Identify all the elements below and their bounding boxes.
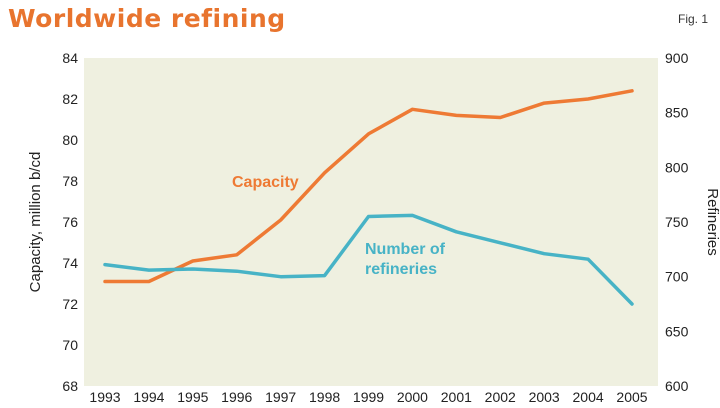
left-tick-label: 80 <box>62 132 78 148</box>
x-tick-label: 2000 <box>397 389 428 405</box>
right-tick-label: 850 <box>665 105 689 121</box>
x-tick-label: 2002 <box>485 389 516 405</box>
left-tick-label: 74 <box>62 255 78 271</box>
refineries-label-line1: Number of <box>365 241 446 258</box>
left-axis-ticks: 68 70 72 74 76 78 80 82 84 <box>62 50 78 394</box>
left-tick-label: 84 <box>62 50 78 66</box>
right-tick-label: 650 <box>665 323 689 339</box>
x-tick-label: 1994 <box>133 389 164 405</box>
right-tick-label: 750 <box>665 214 689 230</box>
left-tick-label: 68 <box>62 378 78 394</box>
capacity-series-label: Capacity <box>232 174 299 191</box>
capacity-line <box>103 89 634 284</box>
left-tick-label: 76 <box>62 214 78 230</box>
refineries-line <box>103 213 634 306</box>
left-axis-label: Capacity, million b/cd <box>27 152 44 293</box>
left-tick-label: 70 <box>62 337 78 353</box>
series-lines <box>103 89 634 306</box>
x-tick-label: 2001 <box>441 389 472 405</box>
x-tick-label: 2003 <box>529 389 560 405</box>
left-tick-label: 82 <box>62 91 78 107</box>
x-axis-ticks: 1993 1994 1995 1996 1997 1998 1999 2000 2001 2002… <box>89 389 647 405</box>
left-tick-label: 72 <box>62 296 78 312</box>
x-tick-label: 1999 <box>353 389 384 405</box>
x-tick-label: 2004 <box>573 389 604 405</box>
x-tick-label: 1997 <box>265 389 296 405</box>
refineries-label-line2: refineries <box>365 261 437 278</box>
chart-title: Worldwide refining <box>8 4 286 33</box>
x-tick-label: 1995 <box>177 389 208 405</box>
right-tick-label: 700 <box>665 269 689 285</box>
x-tick-label: 2005 <box>616 389 647 405</box>
right-axis-ticks: 600 650 700 750 800 850 900 <box>665 50 689 394</box>
left-tick-label: 78 <box>62 173 78 189</box>
figure-label: Fig. 1 <box>677 12 708 26</box>
right-tick-label: 900 <box>665 50 689 66</box>
right-tick-label: 600 <box>665 378 689 394</box>
x-tick-label: 1998 <box>309 389 340 405</box>
x-tick-label: 1993 <box>89 389 120 405</box>
right-tick-label: 800 <box>665 159 689 175</box>
plot-area <box>84 58 658 386</box>
x-tick-label: 1996 <box>221 389 252 405</box>
right-axis-label: Refineries <box>704 188 720 256</box>
refineries-series-label: Number of refineries <box>365 241 449 278</box>
